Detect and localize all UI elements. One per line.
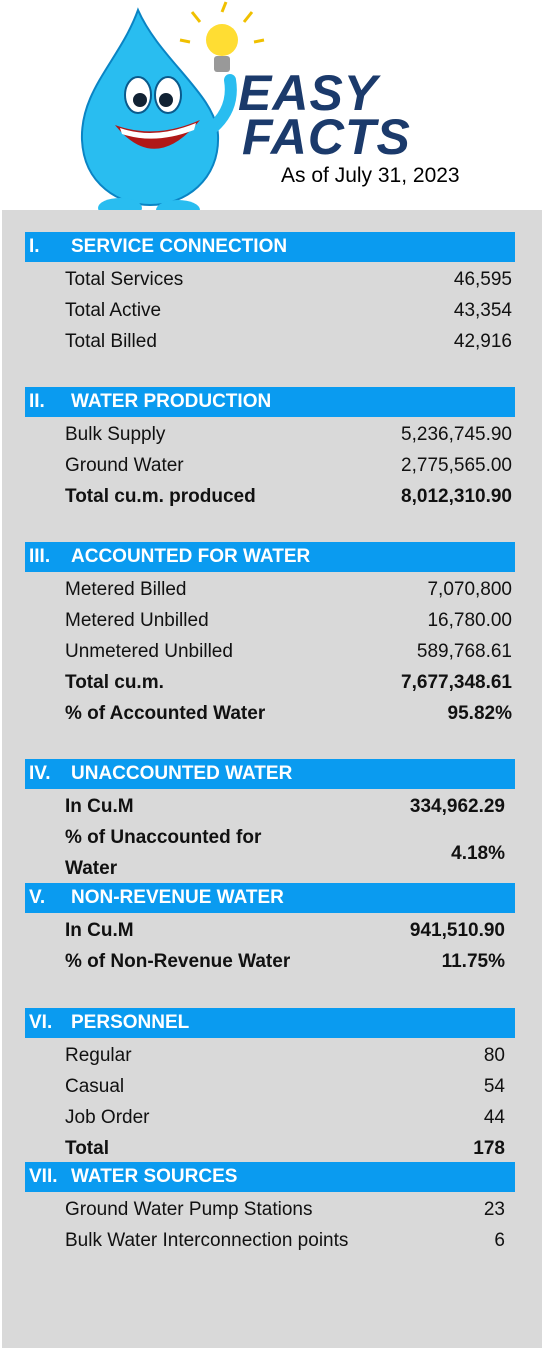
row-value: 44 [483,1107,505,1128]
row-label: Casual [65,1076,125,1097]
row-value: 95.82% [447,703,512,724]
section-title: WATER PRODUCTION [71,391,272,412]
section-header: V. NON-REVENUE WATER [25,883,515,913]
row-value: 6 [494,1230,505,1251]
row-value: 941,510.90 [409,920,505,941]
row-value: 178 [473,1138,505,1159]
row-label: Metered Billed [65,579,187,600]
section-title: UNACCOUNTED WATER [71,763,293,784]
section-number: III. [29,546,51,567]
section-number: I. [29,236,40,257]
section-header: III. ACCOUNTED FOR WATER [25,542,515,572]
row-label: Bulk Water Interconnection points [65,1230,349,1251]
row-value: 23 [483,1199,505,1220]
row-label: In Cu.M [65,920,134,941]
row-label: Bulk Supply [65,424,166,445]
section-title: PERSONNEL [71,1012,190,1033]
section-number: VI. [29,1012,53,1033]
row-value: 589,768.61 [416,641,512,662]
row-label: % of Unaccounted for Water [65,827,262,879]
row-value: 16,780.00 [427,610,512,631]
light-rays [179,1,265,44]
section-number: IV. [29,763,51,784]
row-label: Metered Unbilled [65,610,209,631]
section-header: I. SERVICE CONNECTION [25,232,515,262]
row-label: Unmetered Unbilled [65,641,233,662]
row-label: Job Order [65,1107,150,1128]
row-label: Total cu.m. produced [65,486,256,507]
section-header: VII. WATER SOURCES [25,1162,515,1192]
section-title: WATER SOURCES [71,1166,238,1187]
row-value: 7,070,800 [427,579,512,600]
row-label: % of Non-Revenue Water [65,951,291,972]
pupil [133,93,147,107]
bulb [206,24,238,56]
row-label: In Cu.M [65,796,134,817]
section-title: ACCOUNTED FOR WATER [71,546,311,567]
teeth [120,123,196,139]
row-value: 43,354 [453,300,512,321]
row-label: Total [65,1138,109,1159]
section-title: SERVICE CONNECTION [71,236,288,257]
row-value: 2,775,565.00 [401,455,512,476]
row-value: 42,916 [453,331,512,352]
row-label: Ground Water [65,455,184,476]
section-number: VII. [29,1166,58,1187]
drop [80,7,220,207]
row-value: 4.18% [451,842,505,864]
row-value: 7,677,348.61 [401,672,512,693]
section-header: VI. PERSONNEL [25,1008,515,1038]
title: FACTS [242,109,411,165]
bulb-base [214,56,230,72]
row-label: Total cu.m. [65,672,164,693]
arm [204,74,237,136]
section-header: IV. UNACCOUNTED WATER [25,759,515,789]
section-number: V. [29,887,46,908]
row-label: Total Services [65,269,184,290]
row-label: Total Active [65,300,162,321]
row-value: 334,962.29 [409,796,505,817]
row-label: Regular [65,1045,132,1066]
date: As of July 31, 2023 [281,164,460,187]
row-label: % of Accounted Water [65,703,266,724]
row-value: 54 [483,1076,505,1097]
row-label: Ground Water Pump Stations [65,1199,313,1220]
mascot [80,1,265,220]
pupil [159,93,173,107]
section-number: II. [29,391,45,412]
section-title: NON-REVENUE WATER [71,887,284,908]
row-value: 5,236,745.90 [401,424,512,445]
row-value: 46,595 [453,269,512,290]
row-label: Total Billed [65,331,157,352]
section-header: II. WATER PRODUCTION [25,387,515,417]
row-value: 80 [483,1045,505,1066]
row-value: 8,012,310.90 [401,486,512,507]
row-value: 11.75% [441,951,505,972]
title: EASY [238,65,379,121]
